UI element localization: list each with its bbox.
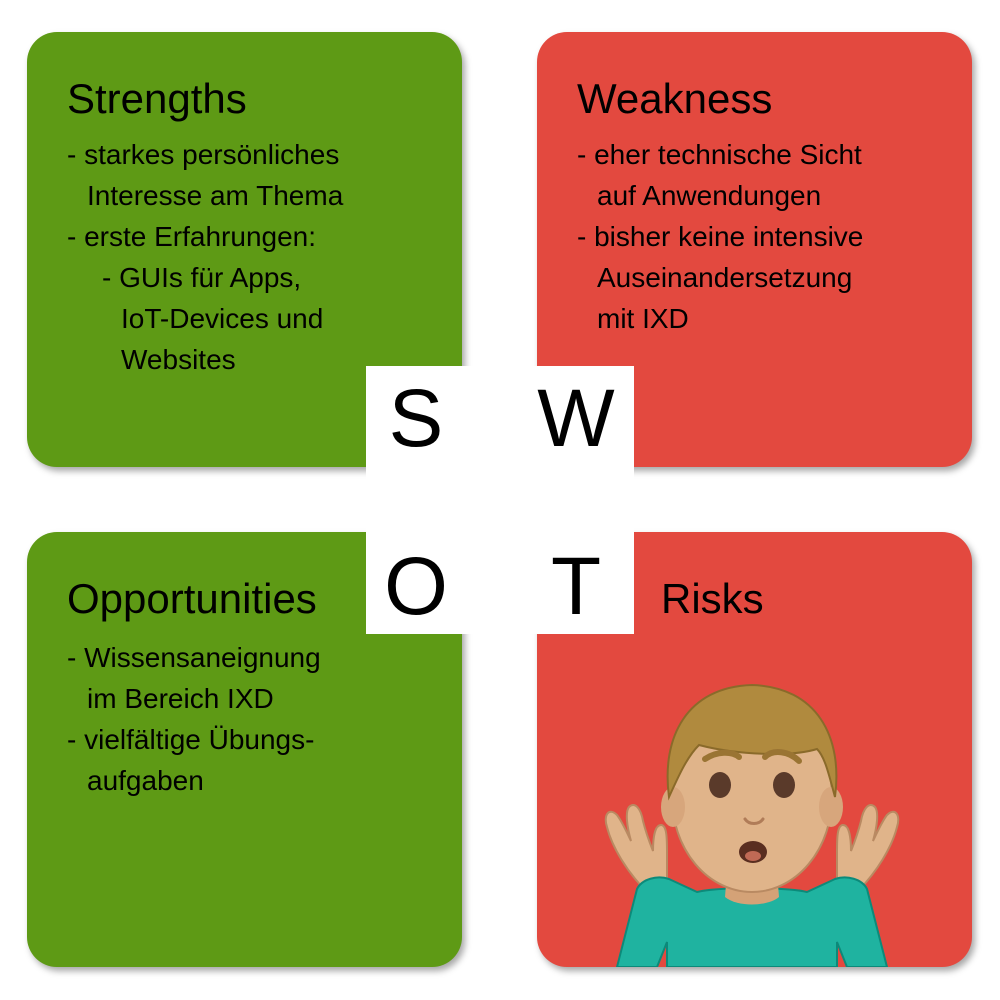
opportunities-list: - Wissensaneignung im Bereich IXD - viel… xyxy=(67,637,321,801)
weakness-list: - eher technische Sicht auf Anwendungen … xyxy=(577,134,863,339)
list-item: IoT-Devices und xyxy=(121,303,324,334)
swot-letter-o: O xyxy=(384,541,448,632)
strengths-panel: Strengths - starkes persönliches Interes… xyxy=(27,32,462,467)
list-item: auf Anwendungen xyxy=(597,180,822,211)
list-item: Interesse am Thema xyxy=(87,180,344,211)
list-item: - erste Erfahrungen: xyxy=(67,221,317,252)
swot-letter-w: W xyxy=(537,373,615,464)
opportunities-panel: Opportunities - Wissensaneignung im Bere… xyxy=(27,532,462,967)
swot-letter-t: T xyxy=(550,541,602,632)
list-item: - eher technische Sicht xyxy=(577,139,862,170)
person-shrugging-icon xyxy=(604,683,900,967)
list-item: Auseinandersetzung xyxy=(597,262,853,293)
list-item: im Bereich IXD xyxy=(87,683,274,714)
opportunities-title: Opportunities xyxy=(67,575,317,622)
swot-letters-box: S W O T xyxy=(366,366,634,634)
strengths-title: Strengths xyxy=(67,75,247,122)
list-item: - starkes persönliches xyxy=(67,139,340,170)
list-item: - GUIs für Apps, xyxy=(102,262,302,293)
list-item: - Wissensaneignung xyxy=(67,642,321,673)
risks-title: Risks xyxy=(661,575,764,622)
list-item: Websites xyxy=(121,344,236,375)
list-item: - vielfältige Übungs- xyxy=(67,724,315,755)
list-item: mit IXD xyxy=(597,303,689,334)
strengths-list: - starkes persönliches Interesse am Them… xyxy=(67,134,343,380)
weakness-title: Weakness xyxy=(577,75,773,122)
swot-letter-s: S xyxy=(388,373,444,464)
list-item: aufgaben xyxy=(87,765,204,796)
list-item: - bisher keine intensive xyxy=(577,221,864,252)
